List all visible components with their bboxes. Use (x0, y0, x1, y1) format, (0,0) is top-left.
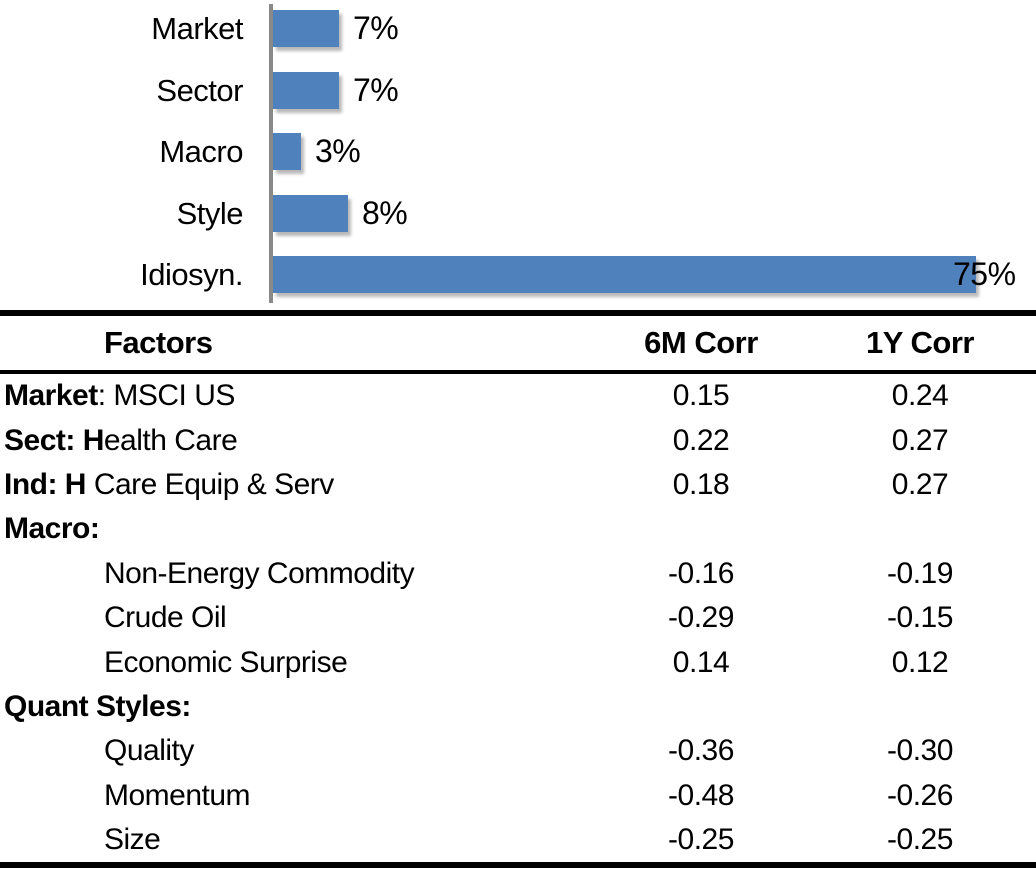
col-header-1y-corr: 1Y Corr (866, 325, 974, 360)
factor-label-bold: Ind: H (4, 467, 86, 501)
factor-label-regular: Crude Oil (104, 601, 227, 635)
category-label-macro: Macro (159, 133, 243, 169)
bar-value-label-market: 7% (353, 10, 399, 46)
factor-label-regular: ealth Care (103, 423, 238, 457)
corr-1y-cell: -0.19 (887, 556, 953, 590)
factor-label-cell: Ind: H Care Equip & Serv (0, 468, 598, 502)
factor-label-bold: Quant Styles: (4, 689, 191, 723)
corr-6m-cell: -0.16 (668, 556, 734, 590)
factor-label-cell: Quant Styles: (0, 690, 598, 724)
factor-label-regular: Momentum (104, 778, 251, 812)
bar-value-label-macro: 3% (315, 133, 361, 169)
bar-value-label-sector: 7% (353, 72, 399, 108)
corr-1y-cell: 0.24 (891, 379, 949, 413)
corr-1y-cell: 0.27 (891, 467, 949, 501)
corr-1y-cell: -0.26 (887, 778, 953, 812)
corr-1y-cell: -0.15 (887, 601, 953, 635)
table-row: Non-Energy Commodity -0.16 -0.19 (0, 552, 1036, 596)
corr-6m-cell: -0.48 (668, 778, 734, 812)
chart-axis-line (269, 4, 273, 303)
factor-label-regular: Economic Surprise (104, 645, 348, 679)
table-row: Quant Styles: (0, 685, 1036, 729)
factor-label-regular: Quality (104, 734, 194, 768)
table-row: Sect: Health Care 0.22 0.27 (0, 418, 1036, 462)
category-label-market: Market (151, 10, 243, 46)
factor-label-cell: Quality (0, 734, 598, 768)
table-row: Momentum -0.48 -0.26 (0, 774, 1036, 818)
factor-label-cell: Momentum (0, 779, 598, 813)
factor-label-cell: Macro: (0, 512, 598, 546)
corr-6m-cell: 0.14 (672, 645, 730, 679)
factor-label-regular: Non-Energy Commodity (104, 556, 415, 590)
table-row: Ind: H Care Equip & Serv 0.18 0.27 (0, 463, 1036, 507)
corr-6m-cell: 0.18 (672, 467, 730, 501)
factor-label-cell: Economic Surprise (0, 646, 598, 680)
category-label-idiosyn: Idiosyn. (140, 256, 243, 292)
factor-label-bold: Market (4, 379, 98, 413)
table-body: Market: MSCI US 0.15 0.24 Sect: Health Care… (0, 374, 1036, 862)
category-label-style: Style (176, 195, 244, 231)
table-row: Market: MSCI US 0.15 0.24 (0, 374, 1036, 418)
bar-sector (273, 72, 339, 109)
factor-label-cell: Market: MSCI US (0, 379, 598, 413)
col-header-6m-corr: 6M Corr (644, 325, 758, 360)
corr-1y-cell: -0.30 (887, 734, 953, 768)
corr-1y-cell: 0.12 (891, 645, 949, 679)
corr-6m-cell: 0.15 (672, 379, 730, 413)
table-row: Quality -0.36 -0.30 (0, 729, 1036, 773)
bar-macro (273, 133, 301, 170)
factor-contribution-bar-chart: Market 7% Sector 7% Macro 3% Style 8% Idiosyn. 75… (0, 0, 1036, 310)
category-label-sector: Sector (156, 72, 243, 108)
factor-label-cell: Sect: Health Care (0, 424, 598, 458)
corr-1y-cell: -0.25 (887, 823, 953, 857)
table-row: Macro: (0, 507, 1036, 551)
bar-value-label-idiosyn: 75% (953, 256, 1016, 292)
corr-6m-cell: -0.29 (668, 601, 734, 635)
table-header-row: Factors 6M Corr 1Y Corr (0, 316, 1036, 374)
table-row: Size -0.25 -0.25 (0, 818, 1036, 862)
corr-6m-cell: -0.25 (668, 823, 734, 857)
factor-label-cell: Size (0, 823, 598, 857)
factor-label-bold: Sect: H (4, 423, 104, 457)
factor-label-cell: Crude Oil (0, 601, 598, 635)
corr-6m-cell: 0.22 (672, 423, 730, 457)
table-row: Crude Oil -0.29 -0.15 (0, 596, 1036, 640)
corr-6m-cell: -0.36 (668, 734, 734, 768)
factor-label-regular: Size (104, 823, 161, 857)
col-header-factors: Factors (104, 325, 213, 360)
factor-label-regular: Care Equip & Serv (85, 467, 334, 501)
factor-label-cell: Non-Energy Commodity (0, 557, 598, 591)
factor-label-regular: : MSCI US (97, 379, 236, 413)
bar-idiosyn (273, 256, 976, 293)
corr-1y-cell: 0.27 (891, 423, 949, 457)
bar-style (273, 195, 348, 232)
factor-correlation-table: Factors 6M Corr 1Y Corr Market: MSCI US 0… (0, 310, 1036, 869)
table-row: Economic Surprise 0.14 0.12 (0, 640, 1036, 684)
bar-market (273, 10, 339, 47)
bar-value-label-style: 8% (362, 195, 408, 231)
factor-label-bold: Macro: (4, 512, 100, 546)
